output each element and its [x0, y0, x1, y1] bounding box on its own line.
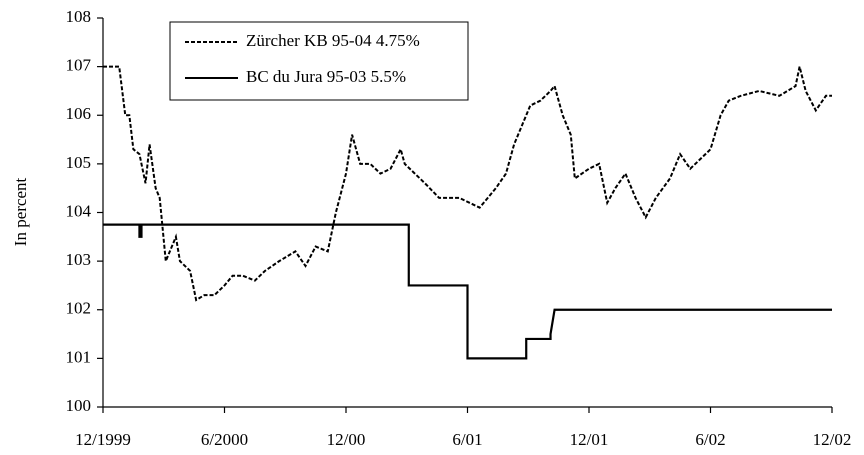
- series-line: [103, 223, 832, 360]
- x-tick-label: 12/1999: [75, 430, 131, 449]
- legend-label: BC du Jura 95-03 5.5%: [246, 67, 406, 86]
- y-tick-label: 108: [66, 7, 92, 26]
- y-tick-label: 107: [66, 56, 92, 75]
- y-tick-label: 103: [66, 250, 92, 269]
- y-tick-label: 104: [66, 201, 92, 220]
- x-tick-label: 6/2000: [201, 430, 248, 449]
- y-axis-label: In percent: [11, 178, 30, 247]
- x-tick-label: 6/01: [452, 430, 482, 449]
- y-tick-label: 100: [66, 396, 92, 415]
- y-tick-label: 105: [66, 153, 92, 172]
- y-tick-label: 101: [66, 347, 92, 366]
- legend-label: Zürcher KB 95-04 4.75%: [246, 31, 420, 50]
- x-tick-label: 6/02: [695, 430, 725, 449]
- legend-box: [169, 21, 469, 101]
- x-tick-label: 12/01: [570, 430, 609, 449]
- y-tick-label: 102: [66, 299, 92, 318]
- x-tick-label: 12/00: [327, 430, 366, 449]
- x-tick-label: 12/02: [813, 430, 852, 449]
- y-tick-label: 106: [66, 104, 92, 123]
- series-line: [103, 65, 832, 302]
